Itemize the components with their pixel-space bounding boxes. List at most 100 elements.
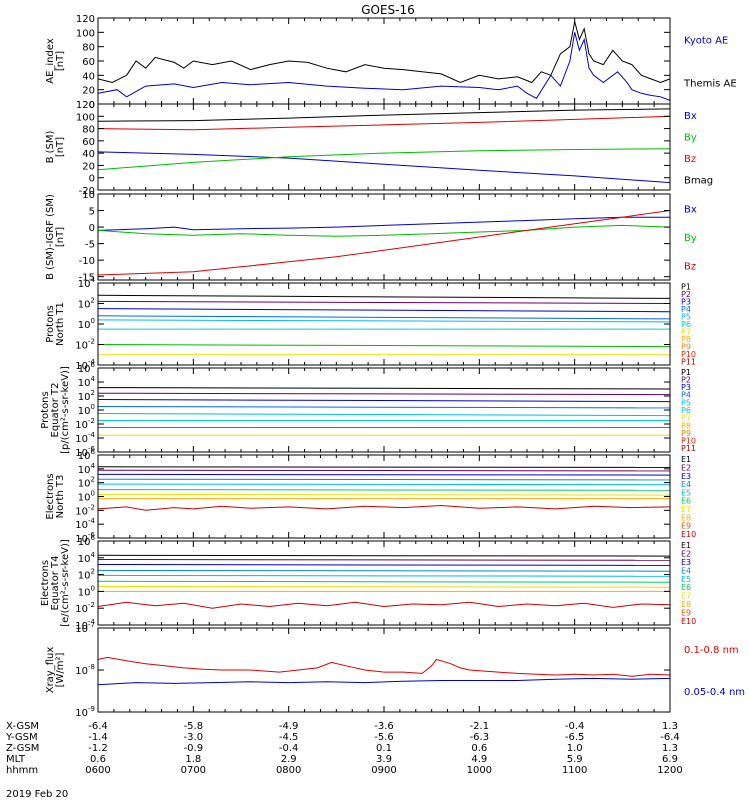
series-line-protons_t2-P5 [97, 413, 671, 417]
series-line-protons_t1-P3 [97, 308, 671, 313]
series-line-electrons_t4-E2 [97, 559, 671, 561]
legend-entry-E7: E7 [681, 505, 691, 514]
legend-entry-E8: E8 [681, 600, 691, 609]
y-axis-label: B (SM)[nT] [45, 130, 66, 163]
y-tick-exponent: -4 [88, 431, 96, 439]
legend-entry-P8: P8 [681, 335, 691, 344]
y-axis-label-line: Equator T2 [50, 383, 61, 438]
legend-entry-E4: E4 [681, 480, 691, 489]
y-tick-label: 100 [78, 584, 95, 598]
legend-entry-E6: E6 [681, 497, 691, 506]
y-tick-label: 10-2 [75, 338, 95, 352]
series-line-protons_t1-P4 [97, 315, 671, 320]
y-axis-label-line: [e/(cm²-s-sr-keV)] [60, 539, 71, 627]
ephemeris-value: -6.3 [470, 732, 490, 743]
y-tick-label: 104 [78, 551, 96, 565]
ephemeris-label-X-GSM: X-GSM [6, 721, 39, 732]
y-tick-label: 10-2 [75, 601, 95, 615]
series-line-electrons_t3-E5 [97, 483, 671, 486]
legend-entry-E1: E1 [681, 541, 691, 550]
y-tick-label: 20 [82, 86, 95, 97]
ephemeris-label-hhmm: hhmm [6, 765, 38, 776]
y-tick-exponent: 4 [91, 375, 96, 383]
ephemeris-value: 1.0 [567, 743, 583, 754]
legend-entry-P3: P3 [681, 383, 691, 392]
ephemeris-label-MLT: MLT [6, 754, 26, 765]
plot-frame [97, 627, 671, 713]
y-tick-exponent: 0 [91, 584, 95, 592]
panel-ae: 0 20 40 60 80 100 120 AE_index[nT] Kyoto AE Themi… [45, 14, 737, 111]
ephemeris-value: -6.4 [88, 721, 108, 732]
y-tick-label: 100 [78, 403, 95, 417]
series-line-electrons_t4-E1 [97, 554, 671, 557]
y-tick-label: -5 [85, 240, 95, 251]
legend-entry-P9: P9 [681, 429, 691, 438]
ephemeris-value: 0600 [85, 765, 110, 776]
series-line-xray-0-1-0-8-nm [97, 656, 671, 677]
y-tick-exponent: 6 [91, 534, 96, 542]
y-axis-label-line: [p/(cm²-s-sr-keV)] [60, 366, 71, 454]
y-axis-label-line: Protons [40, 391, 51, 428]
y-tick-label: 102 [78, 389, 95, 403]
y-tick-exponent: 6 [91, 361, 96, 369]
series-line-ae-Kyoto-AE [97, 32, 671, 101]
y-tick-exponent: -9 [88, 705, 95, 713]
y-tick-label: 5 [89, 207, 95, 218]
y-axis-label: ElectronsEquator T4[e/(cm²-s-sr-keV)] [40, 539, 71, 627]
legend-entry-E4: E4 [681, 566, 691, 575]
ephemeris-value: -0.9 [184, 743, 204, 754]
y-tick-exponent: -7 [88, 621, 95, 629]
ephemeris-value: 1.3 [662, 743, 678, 754]
legend-entry-E2: E2 [681, 463, 691, 472]
y-tick-label: 60 [82, 137, 95, 148]
y-tick-exponent: -4 [88, 517, 96, 525]
ephemeris-label-Z-GSM: Z-GSM [6, 743, 39, 754]
legend-entry-E3: E3 [681, 472, 691, 481]
y-axis-label-line: Equator T4 [50, 556, 61, 611]
legend-entry-P11: P11 [681, 444, 696, 453]
legend-entry-P5: P5 [681, 313, 691, 322]
ephemeris-footer: 2019 Feb 20 X-GSM -6.4 -5.8 -4.9 -3.6 -2.1 -0.… [5, 721, 683, 800]
legend-entry-Bx: Bx [684, 111, 697, 122]
legend-entry-E7: E7 [681, 592, 691, 601]
legend-entry-Bz: Bz [684, 262, 696, 273]
y-tick-exponent: 4 [91, 276, 96, 284]
y-tick-label: 102 [78, 476, 95, 490]
legend-entry-P1: P1 [681, 368, 691, 377]
legend-entry-Kyoto-AE: Kyoto AE [684, 36, 728, 47]
y-tick-label: 102 [78, 297, 95, 311]
legend-entry-0-1-0-8-nm: 0.1-0.8 nm [684, 645, 739, 656]
legend-entry-P10: P10 [681, 350, 696, 359]
series-line-ae-Themis-AE [97, 21, 671, 84]
legend-entry-P2: P2 [681, 375, 691, 384]
legend-entry-P11: P11 [681, 357, 696, 366]
y-axis-label-line: B (SM)-IGRF (SM) [45, 194, 56, 280]
y-tick-label: 106 [78, 361, 96, 375]
legend-entry-P1: P1 [681, 283, 691, 292]
y-tick-label: 40 [82, 71, 95, 82]
ephemeris-value: 6.9 [662, 754, 678, 765]
legend-entry-E9: E9 [681, 522, 691, 531]
legend-entry-0-05-0-4-nm: 0.05-0.4 nm [684, 687, 745, 698]
y-tick-exponent: 2 [91, 389, 95, 397]
series-line-protons_t1-P2 [97, 300, 671, 304]
plot-frame [97, 540, 671, 626]
series-line-bsm-Bz [97, 115, 671, 131]
legend-entry-P7: P7 [681, 327, 691, 336]
legend-entry-E2: E2 [681, 550, 691, 559]
series-line-electrons_t3-E1 [97, 466, 671, 468]
y-tick-label: 106 [78, 534, 96, 548]
legend-entry-P10: P10 [681, 437, 696, 446]
y-axis-label-line: [W/m²] [55, 652, 66, 687]
ephemeris-value: 0.6 [471, 743, 487, 754]
ephemeris-value: 4.9 [471, 754, 487, 765]
legend-entry-P9: P9 [681, 342, 691, 351]
y-tick-label: 10-9 [75, 705, 95, 719]
y-axis-label-line: Electrons [40, 560, 51, 606]
y-tick-exponent: 4 [91, 462, 96, 470]
series-line-protons_t2-P2 [97, 392, 671, 396]
figure-title: GOES-16 [361, 3, 415, 17]
